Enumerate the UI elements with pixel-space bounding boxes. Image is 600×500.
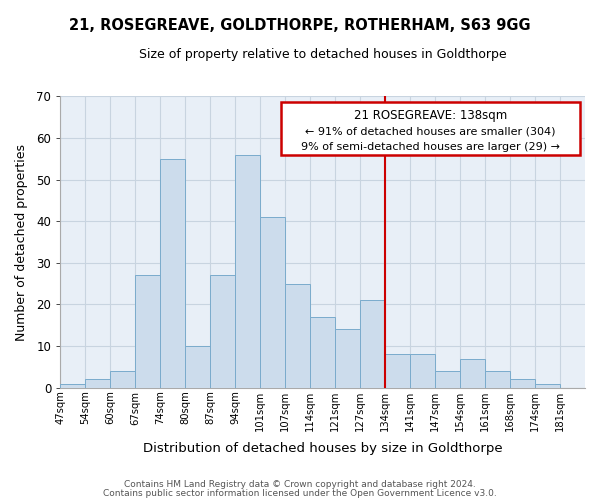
Bar xyxy=(460,358,485,388)
FancyBboxPatch shape xyxy=(281,102,580,154)
Bar xyxy=(110,371,135,388)
Bar xyxy=(160,159,185,388)
Bar xyxy=(60,384,85,388)
Y-axis label: Number of detached properties: Number of detached properties xyxy=(15,144,28,340)
Bar xyxy=(210,276,235,388)
Bar xyxy=(285,284,310,388)
Bar xyxy=(485,371,510,388)
Bar xyxy=(435,371,460,388)
Text: Contains public sector information licensed under the Open Government Licence v3: Contains public sector information licen… xyxy=(103,488,497,498)
Bar xyxy=(310,317,335,388)
Text: 21, ROSEGREAVE, GOLDTHORPE, ROTHERHAM, S63 9GG: 21, ROSEGREAVE, GOLDTHORPE, ROTHERHAM, S… xyxy=(69,18,531,32)
Bar xyxy=(385,354,410,388)
Bar xyxy=(360,300,385,388)
Text: 21 ROSEGREAVE: 138sqm: 21 ROSEGREAVE: 138sqm xyxy=(353,109,507,122)
Bar xyxy=(260,217,285,388)
Text: 9% of semi-detached houses are larger (29) →: 9% of semi-detached houses are larger (2… xyxy=(301,142,560,152)
Bar xyxy=(510,380,535,388)
Bar xyxy=(535,384,560,388)
Bar xyxy=(410,354,435,388)
X-axis label: Distribution of detached houses by size in Goldthorpe: Distribution of detached houses by size … xyxy=(143,442,502,455)
Text: ← 91% of detached houses are smaller (304): ← 91% of detached houses are smaller (30… xyxy=(305,126,556,136)
Bar xyxy=(185,346,210,388)
Bar xyxy=(135,276,160,388)
Text: Contains HM Land Registry data © Crown copyright and database right 2024.: Contains HM Land Registry data © Crown c… xyxy=(124,480,476,489)
Title: Size of property relative to detached houses in Goldthorpe: Size of property relative to detached ho… xyxy=(139,48,506,60)
Bar xyxy=(335,330,360,388)
Bar xyxy=(235,154,260,388)
Bar xyxy=(85,380,110,388)
